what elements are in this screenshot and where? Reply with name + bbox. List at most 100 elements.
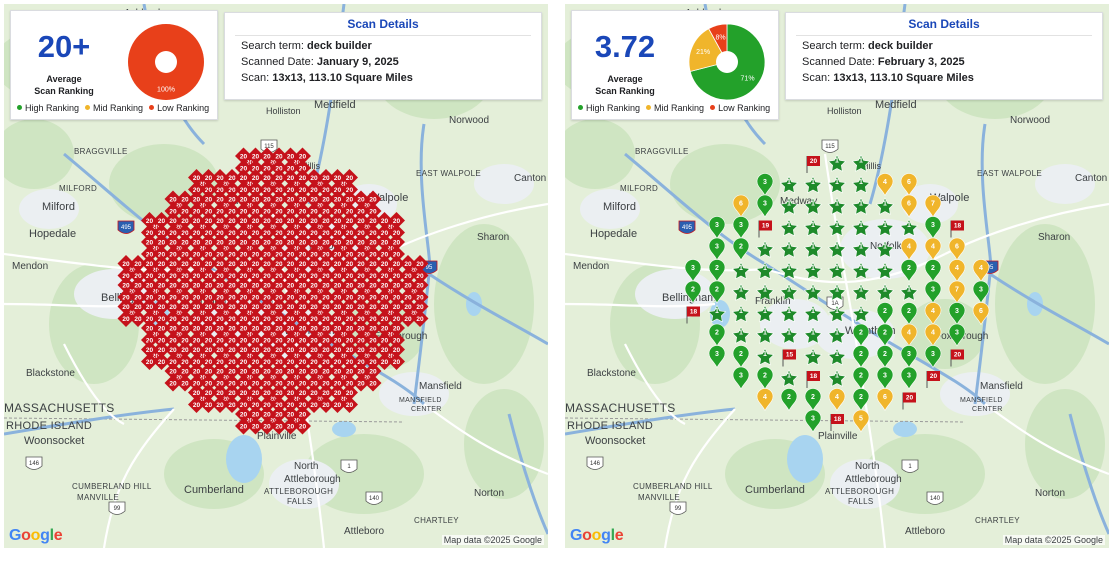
ranking-marker[interactable]: 20: [141, 341, 158, 358]
ranking-marker[interactable]: 2: [804, 388, 822, 412]
ranking-marker[interactable]: 20: [364, 255, 382, 272]
ranking-marker[interactable]: 20: [223, 298, 241, 315]
ranking-marker[interactable]: 20: [282, 147, 299, 165]
ranking-marker[interactable]: 20: [117, 267, 135, 284]
ranking-marker[interactable]: 20: [235, 202, 252, 220]
ranking-marker[interactable]: 20: [317, 212, 335, 229]
ranking-marker[interactable]: 20: [270, 212, 288, 229]
ranking-marker[interactable]: 20: [305, 353, 323, 370]
ranking-marker[interactable]: 20: [223, 374, 241, 392]
ranking-marker[interactable]: 1: [851, 175, 871, 194]
ranking-marker[interactable]: 20: [247, 288, 264, 306]
ranking-marker[interactable]: 18: [830, 414, 844, 431]
ranking-marker[interactable]: 20: [270, 159, 288, 177]
ranking-marker[interactable]: 15: [782, 349, 796, 367]
ranking-marker[interactable]: 20: [200, 396, 217, 413]
ranking-marker[interactable]: 1: [803, 326, 823, 344]
ranking-marker[interactable]: 2: [852, 366, 870, 390]
ranking-marker[interactable]: 20: [399, 267, 417, 284]
ranking-marker[interactable]: 20: [282, 310, 299, 327]
ranking-marker[interactable]: 20: [211, 384, 229, 401]
ranking-marker[interactable]: 20: [341, 396, 358, 413]
ranking-marker[interactable]: 20: [317, 202, 335, 220]
ranking-marker[interactable]: 1: [827, 283, 847, 301]
ranking-marker[interactable]: 1: [827, 261, 847, 280]
ranking-marker[interactable]: 20: [258, 384, 276, 401]
ranking-marker[interactable]: 20: [411, 255, 429, 272]
ranking-marker[interactable]: 1: [779, 175, 799, 194]
ranking-marker[interactable]: 20: [211, 267, 229, 284]
ranking-marker[interactable]: 20: [188, 362, 205, 380]
ranking-marker[interactable]: 20: [211, 255, 229, 272]
ranking-marker[interactable]: 2: [756, 366, 774, 390]
ranking-marker[interactable]: 20: [188, 190, 205, 208]
ranking-marker[interactable]: 20: [153, 341, 170, 358]
ranking-marker[interactable]: 20: [364, 267, 382, 284]
ranking-marker[interactable]: 20: [247, 396, 264, 413]
ranking-marker[interactable]: 20: [235, 384, 252, 401]
ranking-marker[interactable]: 20: [352, 374, 370, 392]
ranking-marker[interactable]: 3: [756, 173, 774, 197]
ranking-marker[interactable]: 20: [388, 212, 405, 229]
ranking-marker[interactable]: 20: [294, 190, 311, 208]
ranking-marker[interactable]: 20: [141, 233, 158, 251]
ranking-marker[interactable]: 20: [388, 298, 405, 315]
google-logo[interactable]: Google: [9, 527, 63, 545]
ranking-marker[interactable]: 20: [200, 212, 217, 229]
ranking-marker[interactable]: 20: [282, 341, 299, 358]
ranking-marker[interactable]: 20: [164, 190, 182, 208]
ranking-marker[interactable]: 20: [329, 212, 346, 229]
ranking-marker[interactable]: 20: [188, 255, 205, 272]
ranking-marker[interactable]: 20: [388, 224, 405, 241]
ranking-marker[interactable]: 20: [223, 212, 241, 229]
ranking-marker[interactable]: 20: [258, 310, 276, 327]
ranking-marker[interactable]: 20: [317, 276, 335, 294]
ranking-marker[interactable]: 20: [294, 224, 311, 241]
ranking-marker[interactable]: 20: [247, 181, 264, 198]
ranking-marker[interactable]: 20: [341, 341, 358, 358]
ranking-marker[interactable]: 20: [294, 147, 311, 165]
ranking-marker[interactable]: 20: [258, 405, 276, 423]
ranking-marker[interactable]: 20: [223, 319, 241, 337]
ranking-marker[interactable]: 20: [176, 202, 194, 220]
ranking-marker[interactable]: 20: [258, 341, 276, 358]
ranking-marker[interactable]: 20: [223, 181, 241, 198]
ranking-marker[interactable]: 18: [806, 371, 820, 388]
ranking-marker[interactable]: 20: [305, 224, 323, 241]
ranking-marker[interactable]: 20: [270, 362, 288, 380]
ranking-marker[interactable]: 6: [732, 194, 750, 218]
ranking-marker[interactable]: 20: [235, 362, 252, 380]
ranking-marker[interactable]: 20: [153, 255, 170, 272]
ranking-marker[interactable]: 1: [827, 218, 847, 237]
ranking-marker[interactable]: 20: [141, 245, 158, 263]
ranking-marker[interactable]: 2: [876, 323, 894, 347]
ranking-marker[interactable]: 20: [247, 267, 264, 284]
ranking-marker[interactable]: 20: [235, 147, 252, 165]
ranking-marker[interactable]: 1: [779, 369, 799, 387]
ranking-marker[interactable]: 20: [270, 405, 288, 423]
ranking-marker[interactable]: 20: [388, 288, 405, 306]
ranking-marker[interactable]: 2: [708, 323, 726, 347]
ranking-marker[interactable]: 20: [352, 276, 370, 294]
ranking-marker[interactable]: 3: [900, 345, 918, 369]
ranking-marker[interactable]: 20: [364, 212, 382, 229]
ranking-marker[interactable]: 20: [141, 331, 158, 349]
ranking-marker[interactable]: 20: [352, 190, 370, 208]
ranking-marker[interactable]: 20: [376, 267, 393, 284]
ranking-marker[interactable]: 20: [141, 298, 158, 315]
ranking-marker[interactable]: 20: [364, 298, 382, 315]
ranking-marker[interactable]: 20: [258, 159, 276, 177]
ranking-marker[interactable]: 20: [247, 341, 264, 358]
ranking-marker[interactable]: 3: [756, 194, 774, 218]
ranking-marker[interactable]: 20: [188, 202, 205, 220]
ranking-marker[interactable]: 20: [317, 384, 335, 401]
ranking-marker[interactable]: 20: [211, 288, 229, 306]
ranking-marker[interactable]: 20: [282, 288, 299, 306]
ranking-marker[interactable]: 2: [732, 345, 750, 369]
ranking-marker[interactable]: 1: [755, 326, 775, 344]
ranking-marker[interactable]: 1: [755, 283, 775, 301]
ranking-marker[interactable]: 20: [235, 190, 252, 208]
ranking-marker[interactable]: 20: [270, 267, 288, 284]
ranking-marker[interactable]: 20: [223, 233, 241, 251]
ranking-marker[interactable]: 20: [305, 255, 323, 272]
